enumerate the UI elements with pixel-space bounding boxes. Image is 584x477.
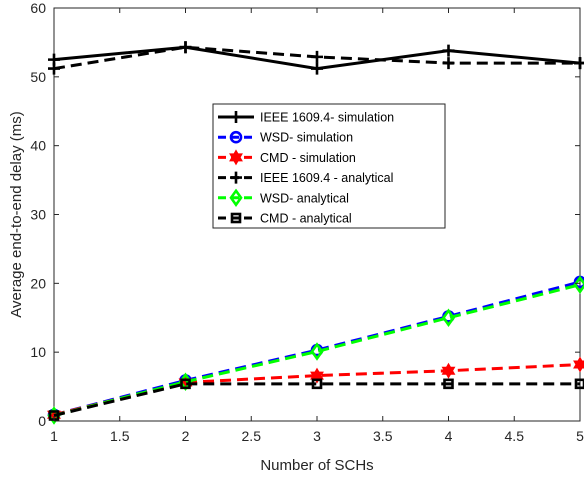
y-tick-label: 60 xyxy=(30,0,46,16)
hexagram-triangle-down xyxy=(229,153,243,166)
x-tick-label: 5 xyxy=(576,428,584,444)
x-tick-label: 2 xyxy=(182,428,190,444)
y-tick-label: 0 xyxy=(38,413,46,429)
x-axis-ticks: 1 1.5 2 2.5 3 3.5 4 4.5 5 xyxy=(50,8,584,444)
data-point xyxy=(311,62,323,75)
legend-marker xyxy=(230,212,242,224)
legend-item: CMD - simulation xyxy=(218,149,356,166)
legend-label: CMD - analytical xyxy=(260,212,352,226)
data-point xyxy=(442,44,455,57)
x-axis-label: Number of SCHs xyxy=(260,457,373,474)
data-point xyxy=(310,367,324,384)
series-5 xyxy=(48,378,584,421)
data-point xyxy=(573,275,584,294)
y-tick-label: 20 xyxy=(30,275,46,291)
legend-marker xyxy=(230,111,242,123)
x-tick-label: 2.5 xyxy=(242,428,262,444)
data-point xyxy=(48,62,60,75)
y-axis-label: Average end-to-end delay (ms) xyxy=(8,111,25,318)
legend-label: IEEE 1609.4 - analytical xyxy=(260,171,393,185)
x-tick-label: 4.5 xyxy=(505,428,525,444)
data-point xyxy=(180,378,191,390)
data-point xyxy=(574,378,584,390)
series-line xyxy=(53,280,581,417)
data-point xyxy=(574,57,584,70)
hexagram-triangle-down xyxy=(573,360,584,373)
legend-label: WSD- simulation xyxy=(260,131,353,145)
y-tick-label: 10 xyxy=(30,344,46,360)
x-tick-label: 4 xyxy=(445,428,453,444)
legend-item: IEEE 1609.4 - analytical xyxy=(218,171,393,185)
legend-marker xyxy=(230,171,242,184)
x-tick-label: 1.5 xyxy=(110,428,130,444)
data-point xyxy=(179,41,192,54)
legend-item: IEEE 1609.4- simulation xyxy=(218,111,394,125)
data-point xyxy=(311,50,323,63)
series-line xyxy=(53,382,580,417)
legend: IEEE 1609.4- simulation WSD- simulation CM… xyxy=(212,103,446,229)
x-tick-label: 3 xyxy=(313,428,321,444)
y-tick-label: 50 xyxy=(30,69,46,85)
legend-label: WSD- analytical xyxy=(260,191,349,205)
y-axis-ticks: 0 10 20 30 40 50 60 xyxy=(30,0,580,429)
legend-marker xyxy=(229,130,243,144)
legend-box xyxy=(212,103,446,229)
legend-marker xyxy=(229,149,243,166)
x-tick-label: 1 xyxy=(50,428,58,444)
series-line xyxy=(53,283,581,417)
hexagram-triangle-down xyxy=(441,366,456,379)
legend-label: CMD - simulation xyxy=(260,151,356,165)
y-tick-label: 30 xyxy=(30,207,46,223)
data-point xyxy=(441,308,456,327)
data-point xyxy=(441,362,456,379)
series-3 xyxy=(48,41,584,75)
legend-marker xyxy=(229,188,243,208)
data-point xyxy=(443,378,454,390)
legend-label: IEEE 1609.4- simulation xyxy=(260,111,394,125)
x-tick-label: 3.5 xyxy=(373,428,393,444)
data-point xyxy=(311,378,323,390)
legend-item: WSD- analytical xyxy=(218,188,349,208)
data-point xyxy=(573,356,584,373)
y-tick-label: 40 xyxy=(30,138,46,154)
series-4 xyxy=(47,275,584,425)
hexagram-triangle-down xyxy=(310,371,324,384)
data-point xyxy=(442,57,455,70)
data-point xyxy=(310,342,324,361)
series-2 xyxy=(47,356,584,423)
plot-area xyxy=(47,7,584,425)
legend-item: CMD - analytical xyxy=(218,212,352,226)
legend-item: WSD- simulation xyxy=(218,131,353,145)
